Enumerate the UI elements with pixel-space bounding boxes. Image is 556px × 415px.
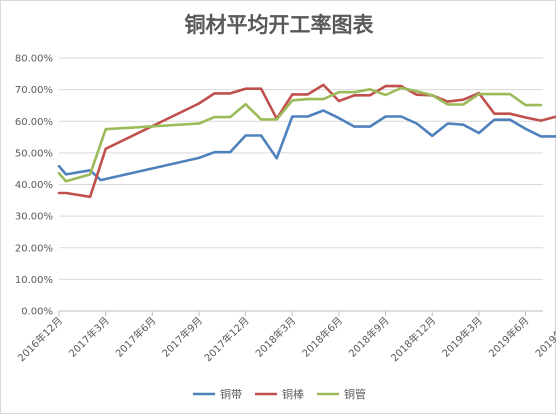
x-tick-label: 2018年9月	[346, 314, 392, 360]
series-line	[57, 109, 556, 182]
y-tick-label: 10.00%	[15, 275, 53, 286]
legend-label: 铜棒	[282, 387, 304, 401]
x-tick-label: 2016年12月	[15, 314, 65, 364]
y-tick-label: 60.00%	[15, 117, 53, 128]
x-tick-label: 2018年3月	[253, 314, 299, 360]
x-tick-label: 2019年9月	[532, 314, 556, 360]
legend-label: 铜管	[344, 387, 366, 401]
y-tick-label: 50.00%	[15, 148, 53, 159]
x-tick-label: 2019年6月	[486, 314, 532, 360]
x-tick-label: 2017年9月	[159, 314, 205, 360]
x-tick-label: 2018年12月	[388, 314, 438, 364]
y-tick-label: 80.00%	[15, 54, 53, 65]
series-line	[57, 86, 543, 183]
y-tick-label: 70.00%	[15, 85, 53, 96]
chart-title: 铜材平均开工率图表	[184, 12, 374, 37]
series-line	[57, 83, 556, 199]
y-tick-label: 0.00%	[21, 307, 53, 318]
legend-label: 铜带	[220, 387, 242, 401]
x-tick-label: 2018年6月	[299, 314, 345, 360]
y-tick-label: 20.00%	[15, 243, 53, 254]
x-tick-label: 2019年3月	[439, 314, 485, 360]
y-tick-label: 30.00%	[15, 212, 53, 223]
y-tick-label: 40.00%	[15, 180, 53, 191]
x-tick-label: 2017年3月	[66, 314, 112, 360]
x-tick-label: 2017年12月	[201, 314, 251, 364]
x-tick-label: 2017年6月	[113, 314, 159, 360]
